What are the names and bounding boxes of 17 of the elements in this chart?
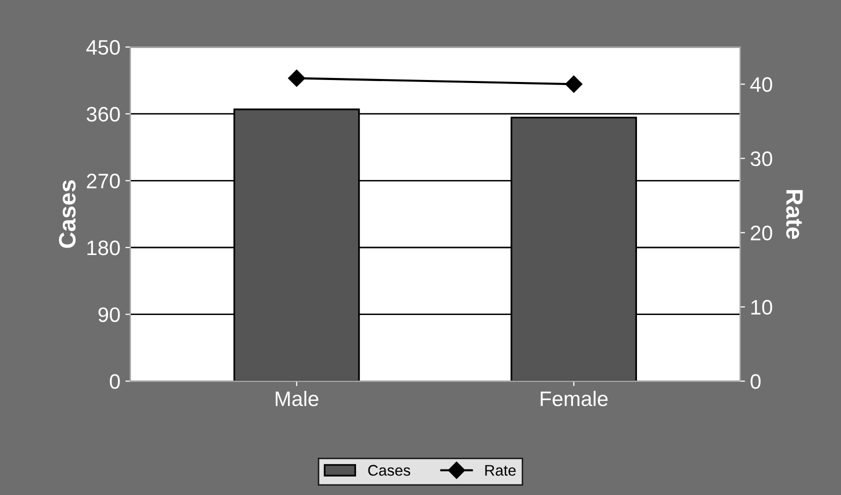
legend-label: Rate: [485, 465, 516, 476]
y-tick-label: 360: [86, 106, 120, 122]
y2-tick-label: 40: [750, 77, 772, 92]
y-tick-label: 270: [86, 174, 120, 188]
legend-label: Cases: [368, 464, 410, 476]
y2-axis-title: Rate: [786, 190, 803, 239]
x-tick-label: Female: [540, 390, 608, 406]
y-tick-label: 0: [110, 374, 120, 389]
y-tick-label: 450: [86, 40, 120, 55]
y2-tick-label: 30: [750, 151, 772, 166]
y-tick-label: 180: [87, 240, 120, 256]
y2-tick-label: 0: [750, 374, 761, 389]
x-tick-label: Male: [276, 390, 318, 406]
y2-tick-label: 20: [750, 226, 772, 240]
y-axis-title: Cases: [58, 180, 76, 248]
y-tick-label: 90: [98, 307, 120, 322]
y2-tick-label: 10: [751, 300, 772, 315]
